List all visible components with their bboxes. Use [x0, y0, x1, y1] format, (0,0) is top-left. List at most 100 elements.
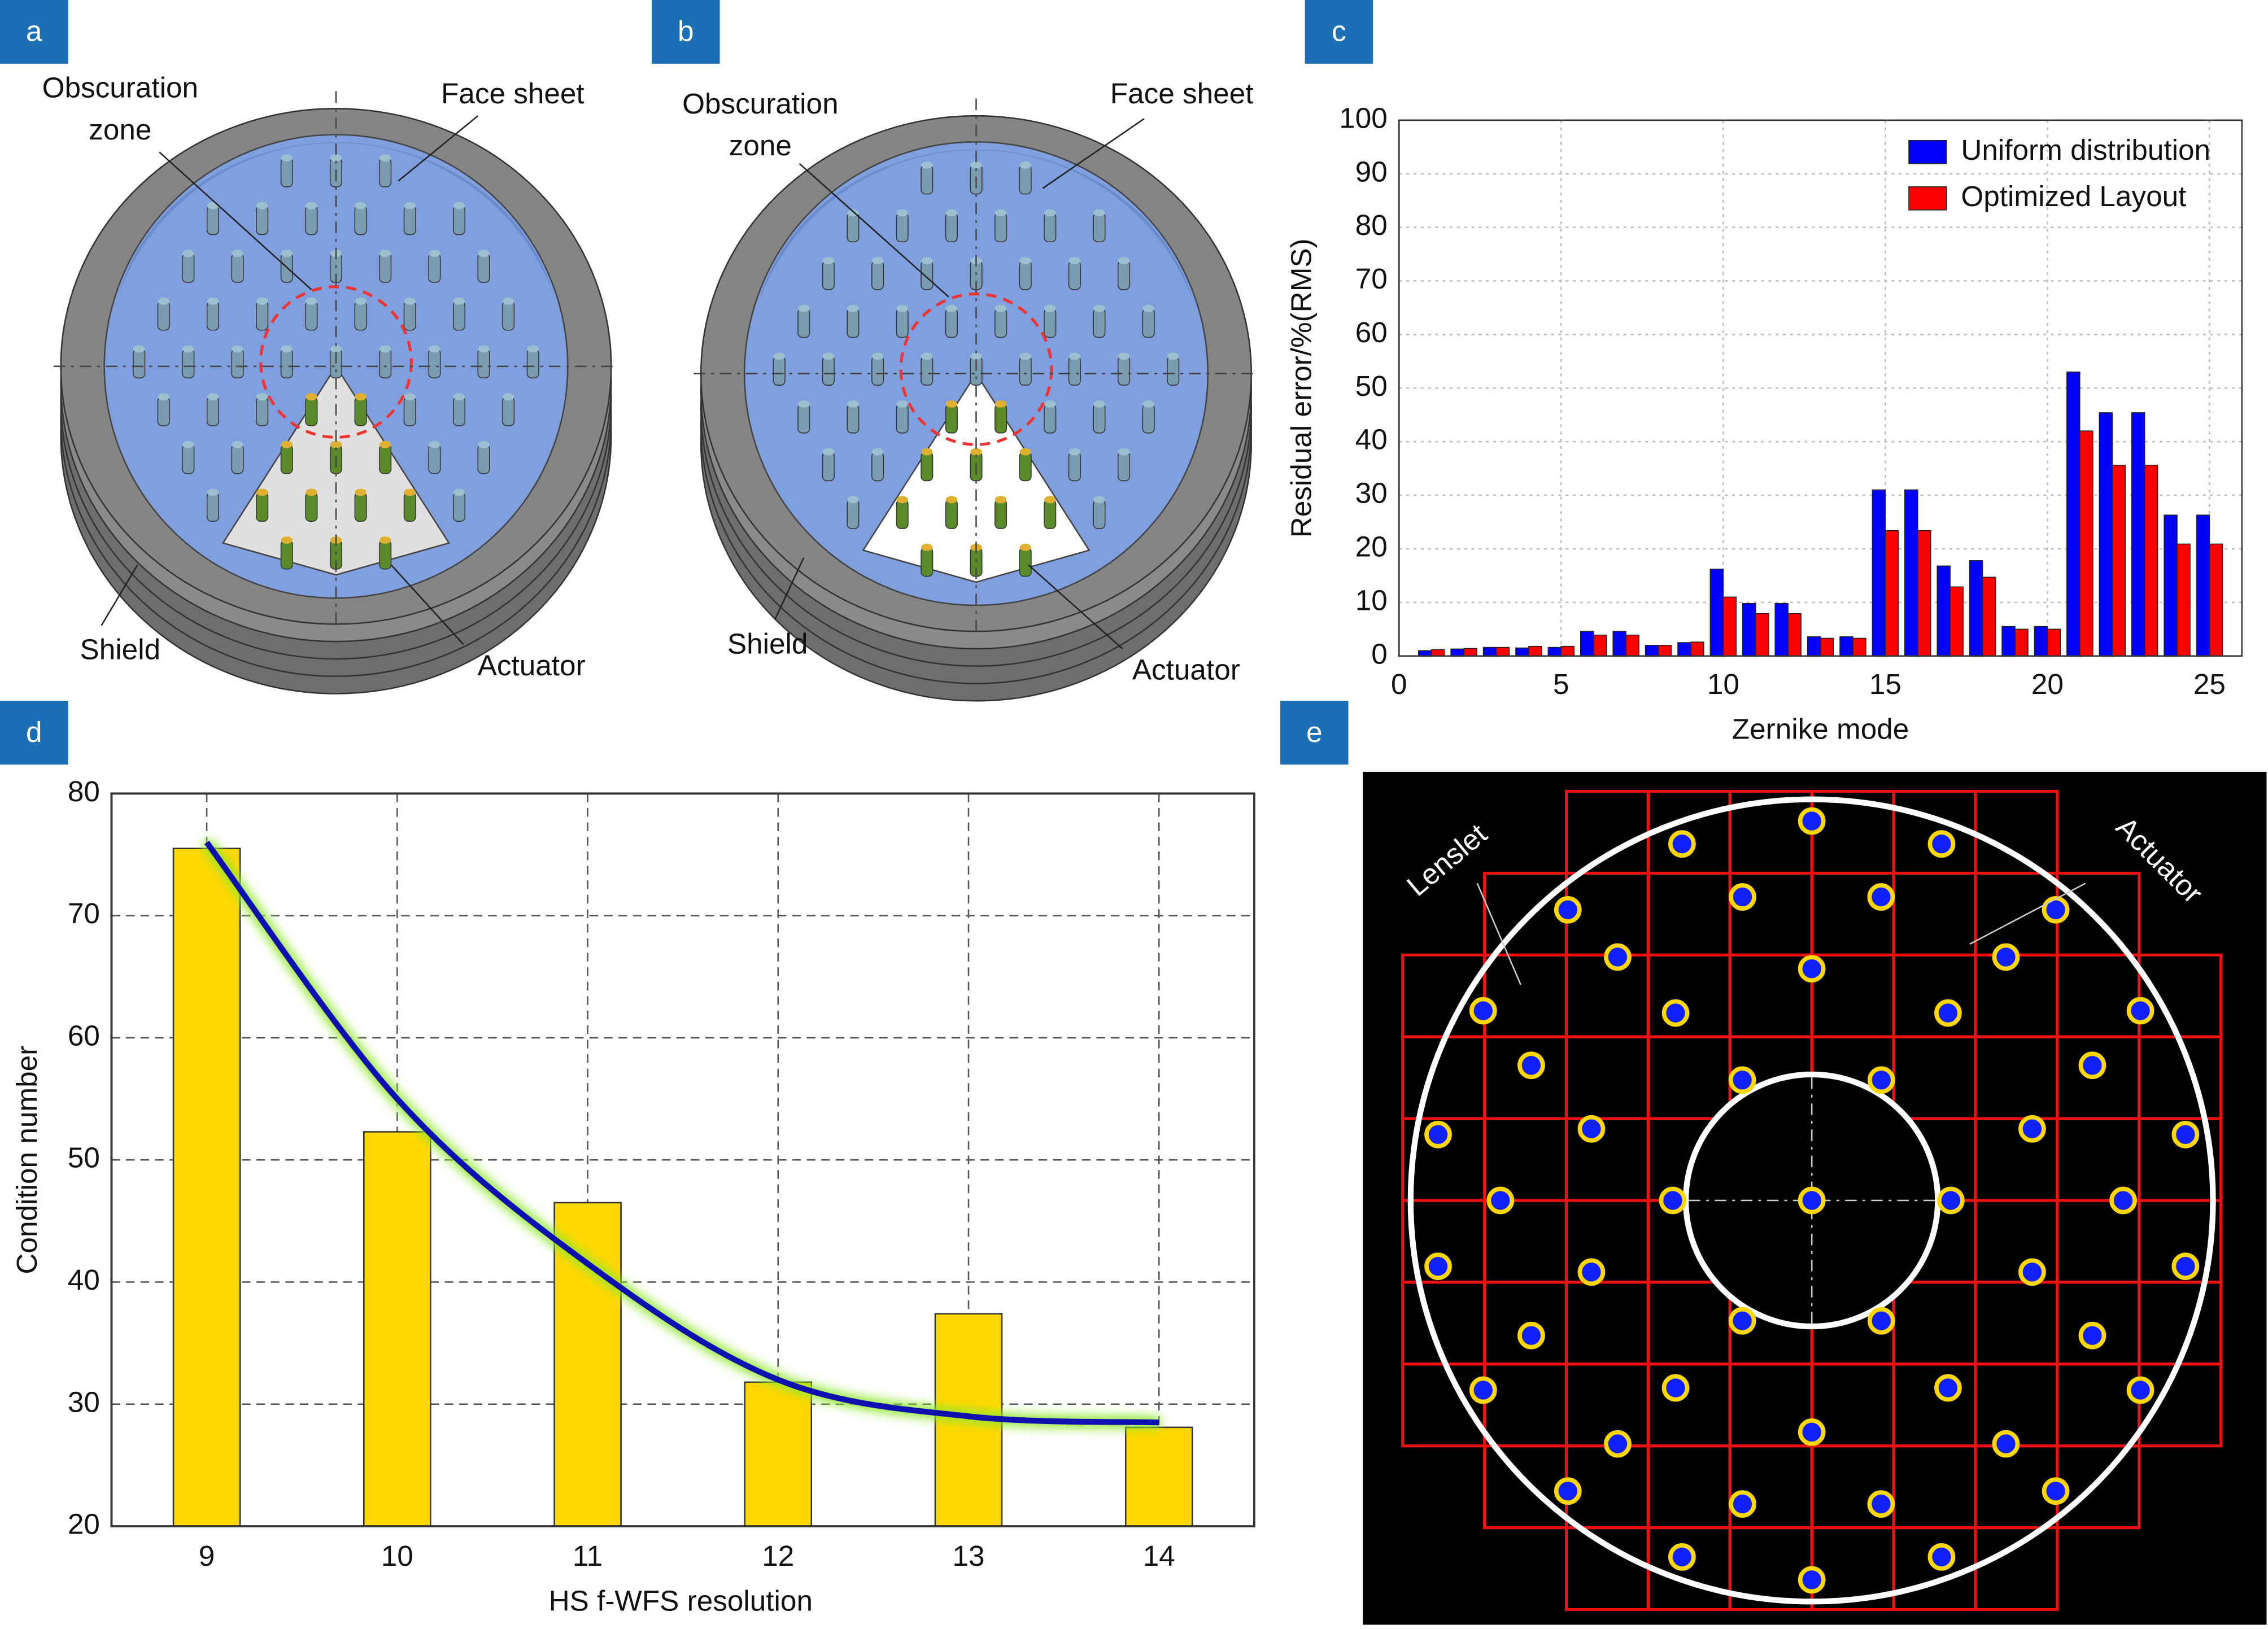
- leader-line: [799, 163, 949, 298]
- bar: [2209, 543, 2223, 657]
- actuator: [1729, 883, 1756, 911]
- actuator: [1019, 260, 1032, 290]
- y-tick-label: 50: [1355, 370, 1388, 402]
- obscuration-circle: [899, 292, 1053, 446]
- bar: [2079, 430, 2093, 657]
- actuator-top: [847, 496, 859, 504]
- x-tick-label: 5: [1553, 668, 1569, 700]
- panel-label: d: [26, 716, 42, 748]
- label: zone: [89, 113, 151, 146]
- actuator: [1517, 1051, 1545, 1080]
- actuator-top: [182, 345, 194, 353]
- x-tick-label: 25: [2193, 668, 2226, 700]
- actuator: [995, 403, 1007, 434]
- bar: [2112, 465, 2126, 657]
- actuator: [354, 396, 367, 426]
- actuator: [1044, 212, 1057, 243]
- actuator-top: [232, 250, 243, 257]
- panel-label: e: [1306, 716, 1323, 748]
- actuator: [1554, 1477, 1582, 1505]
- actuator-top: [945, 304, 958, 312]
- actuator: [995, 308, 1007, 338]
- actuator-top: [1019, 543, 1031, 551]
- bar: [1722, 596, 1737, 657]
- actuator: [428, 253, 441, 283]
- actuator: [477, 348, 490, 379]
- actuator-top: [1068, 352, 1081, 360]
- actuator: [1044, 403, 1057, 434]
- actuator: [1142, 403, 1155, 434]
- actuator-top: [232, 345, 243, 353]
- actuator-top: [404, 298, 416, 305]
- actuator: [1577, 1115, 1606, 1143]
- actuator-top: [995, 209, 1007, 217]
- y-tick-label: 20: [1355, 531, 1388, 563]
- actuator-top: [995, 400, 1007, 408]
- x-tick-label: 14: [1143, 1540, 1175, 1572]
- actuator: [1934, 999, 1962, 1027]
- actuator: [1798, 1186, 1826, 1215]
- actuator: [1142, 308, 1155, 338]
- bar: [2164, 514, 2178, 657]
- actuator: [921, 164, 934, 195]
- actuator-top: [379, 345, 391, 353]
- actuator: [526, 348, 539, 379]
- actuator: [1728, 1307, 1756, 1335]
- actuator-top: [822, 352, 835, 360]
- panel-label: b: [678, 15, 694, 47]
- x-tick-label: 13: [952, 1540, 984, 1572]
- leader-line: [1969, 883, 2086, 945]
- bar: [2177, 543, 2191, 657]
- bar: [1969, 560, 1983, 657]
- actuator: [305, 492, 318, 522]
- actuator: [945, 499, 958, 529]
- actuator: [847, 499, 860, 529]
- actuator-top: [847, 400, 859, 408]
- panel-label-box: [0, 0, 68, 64]
- actuator: [403, 492, 416, 522]
- actuator: [1668, 830, 1696, 858]
- actuator: [822, 451, 835, 482]
- bar: [1755, 613, 1769, 657]
- x-axis-label: HS f-WFS resolution: [549, 1585, 813, 1617]
- actuator: [452, 205, 465, 235]
- bar: [1658, 644, 1672, 657]
- actuator-top: [871, 352, 884, 360]
- actuator: [1019, 451, 1032, 482]
- actuator: [1577, 1258, 1606, 1286]
- actuator-top: [1044, 209, 1056, 217]
- actuator-top: [355, 298, 367, 305]
- label: Obscuration: [682, 88, 838, 120]
- actuator: [452, 396, 465, 426]
- actuator-top: [404, 488, 416, 496]
- actuator: [305, 205, 318, 235]
- actuator: [280, 539, 293, 570]
- obscuration-circle: [259, 285, 413, 439]
- actuator-top: [1118, 257, 1130, 265]
- actuator-top: [281, 154, 293, 161]
- plot-frame: [1398, 119, 2243, 657]
- bar: [2196, 514, 2210, 657]
- actuator: [1728, 1066, 1756, 1094]
- y-axis-label: Residual error/%(RMS): [1285, 238, 1318, 538]
- actuator: [995, 212, 1007, 243]
- actuator: [921, 451, 934, 482]
- leader-line: [390, 564, 464, 645]
- actuator: [452, 300, 465, 331]
- plot-frame: [110, 792, 1255, 1527]
- actuator-top: [970, 448, 982, 456]
- actuator-top: [207, 202, 219, 209]
- actuator: [921, 356, 934, 386]
- actuator-top: [182, 250, 194, 257]
- actuator: [477, 444, 490, 474]
- actuator: [133, 348, 146, 379]
- actuator: [379, 157, 392, 187]
- legend-label: Uniform distribution: [1961, 134, 2210, 166]
- actuator-top: [429, 440, 440, 448]
- actuator-top: [995, 304, 1007, 312]
- actuator: [182, 253, 195, 283]
- actuator: [280, 157, 293, 187]
- actuator: [1867, 1307, 1895, 1335]
- bar: [1709, 569, 1724, 657]
